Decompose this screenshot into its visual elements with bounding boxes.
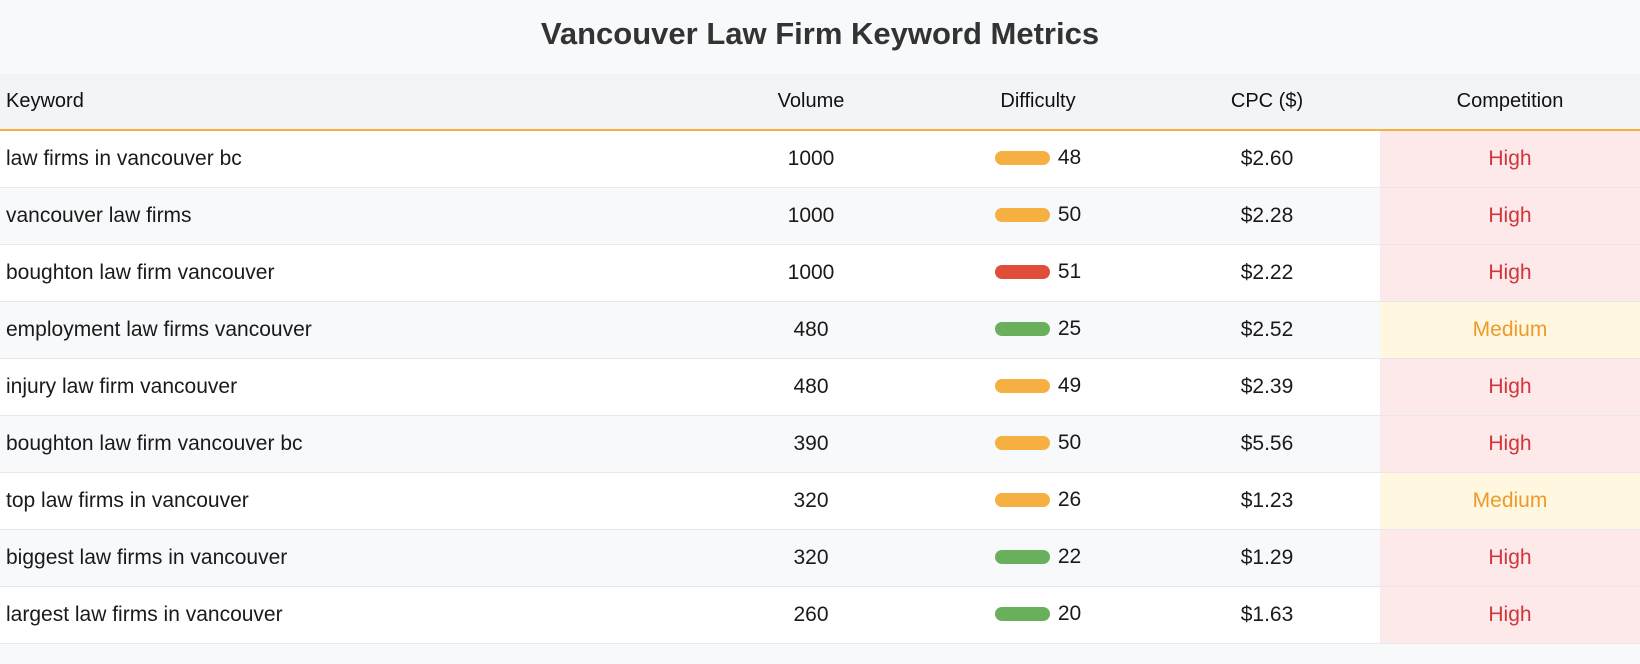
keyword-cell: employment law firms vancouver bbox=[6, 317, 312, 341]
volume-cell: 480 bbox=[793, 374, 829, 398]
table-row[interactable]: injury law firm vancouver 480 49 $2.39 H… bbox=[0, 358, 1640, 415]
cpc-cell: $1.23 bbox=[1240, 488, 1294, 512]
keyword-cell: law firms in vancouver bc bbox=[6, 146, 242, 170]
difficulty-cell: 49 bbox=[922, 358, 1154, 415]
table-row[interactable]: biggest law firms in vancouver 320 22 $1… bbox=[0, 529, 1640, 586]
cpc-cell: $2.60 bbox=[1240, 146, 1294, 170]
volume-cell: 320 bbox=[793, 545, 829, 569]
volume-cell: 1000 bbox=[787, 260, 835, 284]
difficulty-cell: 51 bbox=[922, 244, 1154, 301]
keyword-cell: largest law firms in vancouver bbox=[6, 602, 283, 626]
difficulty-bar bbox=[994, 493, 1050, 507]
difficulty-value: 26 bbox=[1057, 488, 1082, 511]
difficulty-bar bbox=[994, 379, 1050, 393]
cpc-cell: $1.29 bbox=[1240, 545, 1294, 569]
cpc-cell: $2.52 bbox=[1240, 317, 1294, 341]
column-header-difficulty[interactable]: Difficulty bbox=[1000, 90, 1076, 112]
column-header-keyword[interactable]: Keyword bbox=[6, 90, 84, 112]
volume-cell: 480 bbox=[793, 317, 829, 341]
volume-cell: 390 bbox=[793, 431, 829, 455]
volume-cell: 1000 bbox=[787, 146, 835, 170]
table-row[interactable]: employment law firms vancouver 480 25 $2… bbox=[0, 301, 1640, 358]
competition-cell: High bbox=[1380, 586, 1640, 643]
difficulty-cell: 50 bbox=[922, 415, 1154, 472]
difficulty-value: 22 bbox=[1057, 545, 1082, 568]
difficulty-cell: 20 bbox=[922, 586, 1154, 643]
competition-cell: High bbox=[1380, 529, 1640, 586]
keyword-cell: top law firms in vancouver bbox=[6, 488, 249, 512]
difficulty-bar bbox=[994, 322, 1050, 336]
volume-cell: 320 bbox=[793, 488, 829, 512]
keyword-cell: boughton law firm vancouver bbox=[6, 260, 275, 284]
cpc-cell: $2.28 bbox=[1240, 203, 1294, 227]
difficulty-bar bbox=[994, 208, 1050, 222]
column-header-competition[interactable]: Competition bbox=[1456, 90, 1564, 112]
volume-cell: 1000 bbox=[787, 203, 835, 227]
difficulty-value: 50 bbox=[1057, 203, 1082, 226]
difficulty-cell: 48 bbox=[922, 130, 1154, 187]
table-body: law firms in vancouver bc 1000 48 $2.60 … bbox=[0, 130, 1640, 643]
difficulty-bar bbox=[994, 436, 1050, 450]
cpc-cell: $5.56 bbox=[1240, 431, 1294, 455]
difficulty-bar bbox=[994, 607, 1050, 621]
difficulty-cell: 22 bbox=[922, 529, 1154, 586]
difficulty-value: 50 bbox=[1057, 431, 1082, 454]
cpc-cell: $1.63 bbox=[1240, 602, 1294, 626]
difficulty-cell: 26 bbox=[922, 472, 1154, 529]
keyword-cell: vancouver law firms bbox=[6, 203, 192, 227]
difficulty-cell: 25 bbox=[922, 301, 1154, 358]
keyword-metrics-table: Keyword Volume Difficulty CPC ($) Compet… bbox=[0, 74, 1640, 644]
difficulty-value: 20 bbox=[1057, 602, 1082, 625]
competition-cell: High bbox=[1380, 244, 1640, 301]
table-row[interactable]: largest law firms in vancouver 260 20 $1… bbox=[0, 586, 1640, 643]
competition-cell: High bbox=[1380, 415, 1640, 472]
difficulty-bar bbox=[994, 151, 1050, 166]
table-row[interactable]: vancouver law firms 1000 50 $2.28 High bbox=[0, 187, 1640, 244]
keyword-cell: boughton law firm vancouver bc bbox=[6, 431, 303, 455]
keyword-cell: biggest law firms in vancouver bbox=[6, 545, 288, 569]
cpc-cell: $2.39 bbox=[1240, 374, 1294, 398]
competition-cell: Medium bbox=[1380, 472, 1640, 529]
table-row[interactable]: top law firms in vancouver 320 26 $1.23 … bbox=[0, 472, 1640, 529]
column-header-volume[interactable]: Volume bbox=[777, 90, 845, 112]
volume-cell: 260 bbox=[793, 602, 829, 626]
difficulty-bar bbox=[994, 265, 1050, 279]
page-title: Vancouver Law Firm Keyword Metrics bbox=[540, 16, 1100, 51]
difficulty-value: 48 bbox=[1057, 146, 1082, 170]
table-row[interactable]: law firms in vancouver bc 1000 48 $2.60 … bbox=[0, 130, 1640, 187]
difficulty-value: 25 bbox=[1057, 317, 1082, 340]
difficulty-bar bbox=[994, 550, 1050, 564]
difficulty-value: 49 bbox=[1057, 374, 1082, 397]
table-row[interactable]: boughton law firm vancouver bc 390 50 $5… bbox=[0, 415, 1640, 472]
difficulty-value: 51 bbox=[1057, 260, 1082, 283]
keyword-cell: injury law firm vancouver bbox=[6, 374, 238, 398]
competition-cell: Medium bbox=[1380, 301, 1640, 358]
table-row[interactable]: boughton law firm vancouver 1000 51 $2.2… bbox=[0, 244, 1640, 301]
difficulty-cell: 50 bbox=[922, 187, 1154, 244]
cpc-cell: $2.22 bbox=[1240, 260, 1294, 284]
competition-cell: High bbox=[1380, 187, 1640, 244]
competition-cell: High bbox=[1380, 130, 1640, 187]
competition-cell: High bbox=[1380, 358, 1640, 415]
table-header-row: Keyword Volume Difficulty CPC ($) Compet… bbox=[0, 74, 1640, 130]
column-header-cpc[interactable]: CPC ($) bbox=[1230, 90, 1304, 112]
